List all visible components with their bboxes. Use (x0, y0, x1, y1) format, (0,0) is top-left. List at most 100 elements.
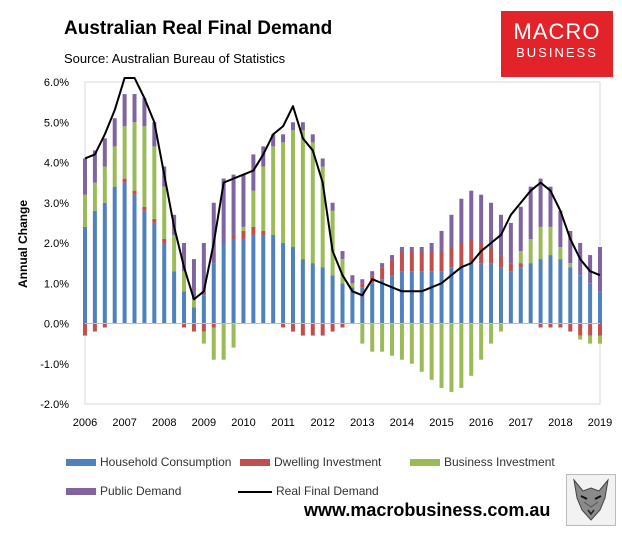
bar-household-consumption (588, 283, 593, 324)
bar-public-demand (469, 190, 474, 239)
bar-dwelling-investment (330, 323, 335, 332)
bar-public-demand (598, 247, 602, 292)
bar-household-consumption (518, 267, 523, 324)
logo-line1: MACRO (513, 19, 601, 44)
bar-public-demand (459, 198, 464, 243)
bar-dwelling-investment (290, 323, 295, 332)
real-final-demand-line (84, 76, 601, 301)
bar-household-consumption (122, 182, 127, 324)
bar-dwelling-investment (380, 267, 385, 280)
bar-household-consumption (360, 287, 365, 324)
bar-dwelling-investment (479, 243, 484, 264)
bar-dwelling-investment (390, 259, 395, 276)
bar-public-demand (320, 158, 325, 167)
bar-public-demand (538, 178, 543, 227)
bar-business-investment (538, 226, 543, 260)
bar-dwelling-investment (251, 226, 256, 235)
bar-business-investment (489, 323, 494, 344)
y-tick-label: 1.0% (44, 278, 69, 290)
bar-business-investment (102, 166, 107, 203)
bar-household-consumption (152, 222, 157, 324)
bar-public-demand (508, 222, 513, 264)
bar-public-demand (261, 146, 266, 167)
bar-dwelling-investment (261, 230, 266, 235)
bar-business-investment (132, 122, 137, 191)
bar-household-consumption (172, 271, 177, 324)
bar-public-demand (271, 134, 276, 147)
bar-dwelling-investment (578, 323, 583, 336)
bar-public-demand (409, 247, 414, 252)
x-tick-label: 2018 (548, 417, 572, 429)
bar-dwelling-investment (568, 323, 573, 332)
bar-dwelling-investment (518, 263, 523, 268)
bar-dwelling-investment (142, 206, 147, 211)
bar-business-investment (380, 323, 385, 352)
bar-household-consumption (211, 263, 216, 324)
x-tick-label: 2009 (192, 417, 216, 429)
bar-public-demand (221, 178, 226, 243)
bar-household-consumption (528, 263, 533, 324)
bar-dwelling-investment (419, 251, 424, 272)
bar-business-investment (340, 259, 345, 284)
bar-business-investment (429, 323, 434, 380)
bar-household-consumption (568, 267, 573, 324)
bar-household-consumption (320, 267, 325, 324)
bar-household-consumption (498, 267, 503, 324)
bar-public-demand (429, 243, 434, 252)
bar-household-consumption (449, 267, 454, 324)
chart-subtitle: Source: Australian Bureau of Statistics (64, 51, 286, 66)
website-link[interactable]: www.macrobusiness.com.au (304, 500, 551, 520)
x-tick-label: 2016 (469, 417, 493, 429)
y-axis-label: Annual Change (16, 199, 30, 288)
bar-household-consumption (340, 283, 345, 324)
bar-dwelling-investment (489, 247, 494, 264)
y-tick-label: -1.0% (40, 359, 69, 371)
bar-business-investment (498, 323, 503, 332)
legend-household-label: Household Consumption (100, 455, 232, 469)
legend-dwelling: Dwelling Investment (240, 455, 381, 469)
bar-household-consumption (350, 287, 355, 324)
bar-business-investment (360, 323, 365, 344)
y-tick-label: 2.0% (44, 238, 69, 250)
bar-public-demand (360, 279, 365, 284)
bar-dwelling-investment (429, 251, 434, 272)
bar-business-investment (439, 323, 444, 388)
bar-dwelling-investment (211, 323, 216, 328)
bar-dwelling-investment (588, 323, 593, 336)
legend-rfd-swatch (238, 490, 272, 493)
bar-dwelling-investment (439, 251, 444, 272)
legend-rfd-label: Real Final Demand (276, 484, 379, 498)
x-tick-label: 2011 (271, 417, 295, 429)
legend-public-label: Public Demand (100, 484, 182, 498)
bar-business-investment (201, 331, 206, 344)
bar-dwelling-investment (152, 218, 157, 223)
bar-public-demand (182, 243, 187, 272)
legend-rfd: Real Final Demand (238, 484, 379, 498)
bar-public-demand (231, 174, 236, 235)
bar-dwelling-investment (191, 323, 196, 332)
bar-business-investment (300, 130, 305, 260)
bar-business-investment (479, 323, 484, 360)
bar-public-demand (449, 214, 454, 248)
y-tick-label: 5.0% (44, 117, 69, 129)
bar-business-investment (310, 142, 315, 264)
bar-business-investment (142, 126, 147, 207)
bar-household-consumption (459, 267, 464, 324)
bar-public-demand (290, 122, 295, 131)
bar-household-consumption (281, 243, 286, 324)
y-tick-label: 0.0% (44, 319, 69, 331)
macrobusiness-logo[interactable]: MACRO BUSINESS (501, 11, 613, 77)
bar-public-demand (211, 202, 216, 264)
bar-household-consumption (598, 291, 602, 324)
bar-business-investment (83, 194, 87, 227)
bar-dwelling-investment (201, 323, 206, 332)
bar-dwelling-investment (320, 323, 325, 336)
bar-dwelling-investment (182, 323, 187, 328)
x-tick-label: 2006 (73, 417, 97, 429)
bar-public-demand (528, 186, 533, 239)
bar-household-consumption (132, 194, 137, 324)
bar-household-consumption (221, 243, 226, 324)
bar-business-investment (92, 182, 97, 211)
bar-business-investment (172, 234, 177, 272)
y-tick-label: 3.0% (44, 198, 69, 210)
